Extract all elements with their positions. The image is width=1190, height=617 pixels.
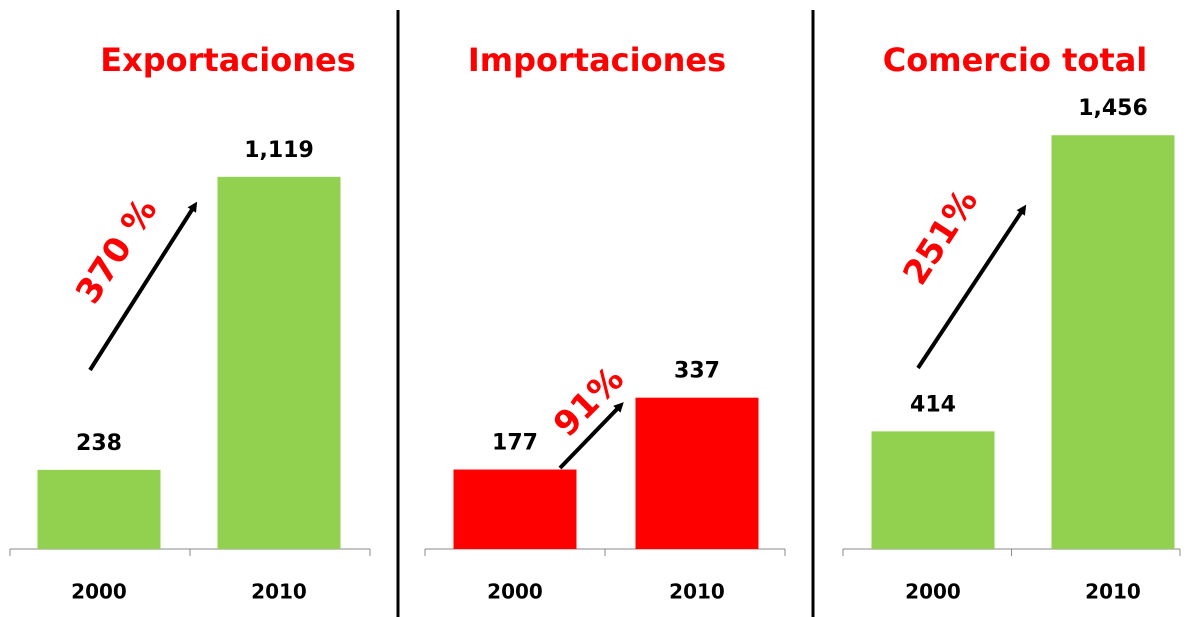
bar — [1051, 135, 1175, 549]
growth-annotation: 91% — [546, 359, 632, 445]
chart-title: Importaciones — [468, 41, 726, 79]
x-tick-label: 2000 — [487, 580, 543, 604]
chart-title: Exportaciones — [100, 41, 356, 79]
value-label: 177 — [492, 431, 538, 456]
growth-arrow — [558, 402, 624, 470]
bar — [453, 469, 577, 549]
bar — [635, 397, 759, 549]
value-label: 238 — [76, 431, 122, 456]
bar — [871, 431, 995, 549]
chart-title: Comercio total — [883, 41, 1148, 79]
x-tick-label: 2010 — [669, 580, 725, 604]
growth-annotation: 251% — [895, 182, 986, 292]
growth-annotation: 370 % — [68, 191, 165, 311]
bar — [217, 176, 341, 549]
growth-arrow — [916, 204, 1027, 370]
x-tick-label: 2000 — [71, 580, 127, 604]
value-label: 1,119 — [244, 138, 314, 163]
x-tick-label: 2010 — [251, 580, 307, 604]
x-tick-label: 2010 — [1085, 580, 1141, 604]
value-label: 414 — [910, 392, 956, 417]
value-label: 337 — [674, 359, 720, 384]
x-tick-label: 2000 — [905, 580, 961, 604]
bar — [37, 469, 161, 549]
growth-arrow — [88, 201, 198, 372]
value-label: 1,456 — [1078, 96, 1148, 121]
